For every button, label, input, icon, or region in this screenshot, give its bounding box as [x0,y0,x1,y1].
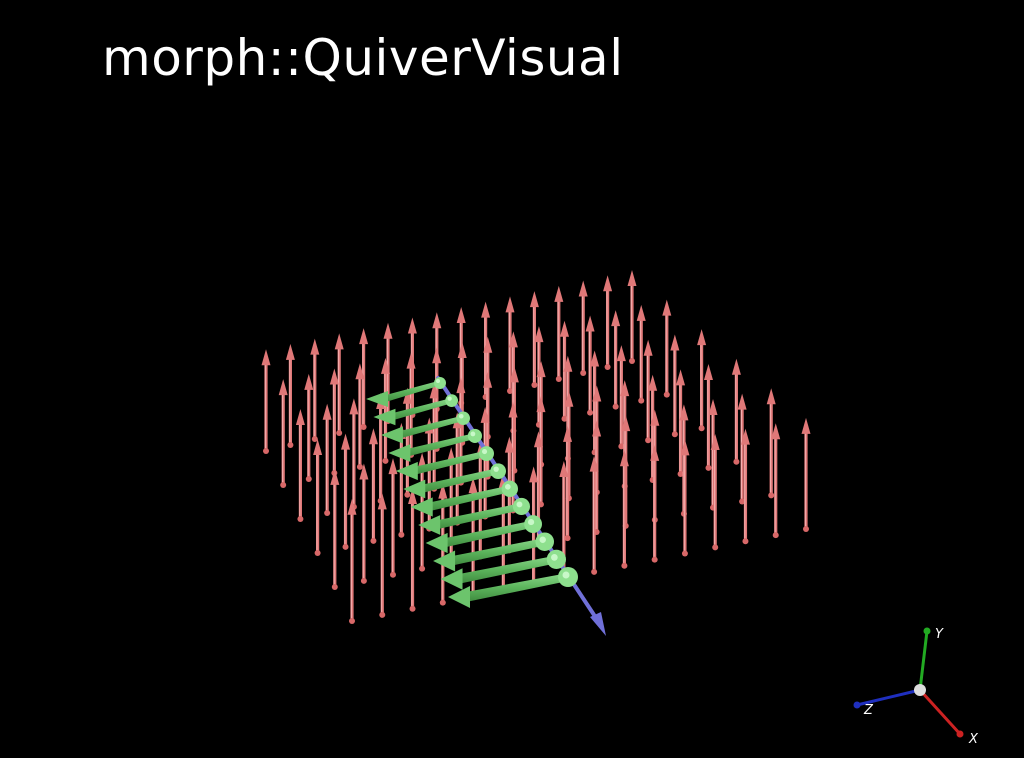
vector-arrow [636,304,646,404]
vector-arrow [408,488,418,612]
vector-arrow [801,417,811,532]
horizontal-arrow [388,428,482,462]
vector-arrow [359,328,369,430]
vector-arrow [278,379,288,488]
vector-arrow [388,458,398,578]
vector-arrow [322,403,332,516]
vector-arrow [349,398,359,510]
vector-arrow [676,369,686,477]
vector-arrow [766,388,776,499]
vector-arrow [670,334,680,438]
vector-arrow [771,423,781,539]
window-title: morph::QuiverVisual [102,29,624,87]
horizontal-arrow [440,549,566,590]
vector-arrow [560,320,570,422]
vector-arrow [310,338,320,442]
vector-arrow [697,329,707,432]
vertical-vector-field [261,270,811,624]
vector-arrow [708,399,718,511]
vector-arrow [334,333,344,436]
vector-arrow [456,377,466,486]
vector-arrow [611,310,621,410]
vector-arrow [662,299,672,398]
vector-arrow [313,438,323,556]
vector-arrow [643,339,653,444]
vector-arrow [330,468,340,590]
horizontal-arrow [395,446,494,481]
vector-arrow [737,393,747,505]
vector-arrow [304,373,314,482]
vector-arrow [505,296,515,394]
vector-arrow [368,428,378,544]
vector-arrow [347,498,357,624]
horizontal-arrow [410,480,518,517]
vector-arrow [355,363,365,470]
vector-arrow [710,434,720,551]
horizontal-arrow [448,567,578,608]
vector-arrow [563,425,573,542]
horizontal-arrow [366,377,446,407]
vector-arrow [578,280,588,376]
vector-arrow [680,439,690,557]
vector-arrow [740,428,750,545]
horizontal-arrow [418,497,530,535]
vector-arrow [295,409,305,522]
horizontal-arrow [433,532,555,572]
vector-arrow [703,364,713,471]
vector-arrow [650,444,660,563]
vector-arrow [589,455,599,575]
vector-arrow [376,393,386,504]
horizontal-arrow [380,411,471,444]
vector-arrow [529,291,539,388]
vector-arrow [377,493,387,618]
vector-arrow [554,285,564,382]
vector-arrow [329,368,339,476]
vector-arrow [261,349,271,454]
vector-arrow [648,374,658,484]
vector-arrow [585,315,595,416]
horizontal-vector-row [366,377,578,608]
vector-arrow [731,358,741,465]
vector-arrow [592,420,602,536]
vector-arrow [619,450,629,569]
horizontal-arrow [403,463,506,499]
horizontal-arrow [373,394,458,426]
vector-arrow [616,345,626,450]
vector-arrow [603,275,613,370]
vector-arrow [359,463,369,584]
horizontal-arrow [425,515,542,554]
vector-arrow [285,343,295,448]
vector-arrow [590,350,600,456]
blue-arrow-head [590,612,606,636]
vector-arrow [341,433,351,550]
vector-arrow [627,270,637,364]
